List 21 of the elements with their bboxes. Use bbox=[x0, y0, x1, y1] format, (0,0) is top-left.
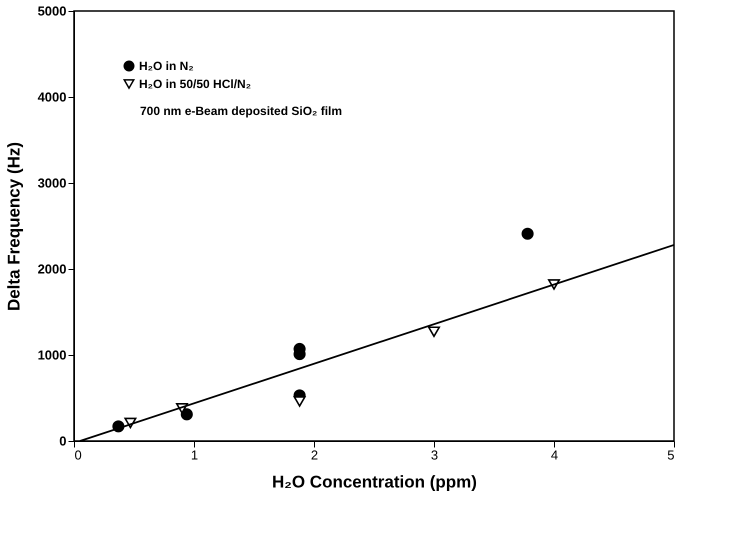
x-tick-label: 1 bbox=[190, 448, 198, 462]
y-tick-label: 0 bbox=[59, 434, 66, 448]
point bbox=[294, 396, 306, 407]
x-tick-label: 4 bbox=[550, 448, 558, 462]
point bbox=[180, 408, 193, 420]
point bbox=[522, 228, 534, 240]
y-tick-label: 5000 bbox=[38, 4, 66, 18]
x-tick-label: 5 bbox=[667, 448, 674, 462]
legend-label: H₂O in 50/50 HCl/N₂ bbox=[139, 77, 252, 91]
x-tick-label: 2 bbox=[310, 448, 318, 462]
y-tick-label: 1000 bbox=[38, 348, 66, 362]
point bbox=[428, 326, 440, 338]
x-axis-title: H₂O Concentration (ppm) bbox=[272, 472, 477, 492]
y-axis-title: Delta Frequency (Hz) bbox=[4, 142, 24, 312]
legend-label: H₂O in N₂ bbox=[139, 59, 194, 73]
y-tick-label: 4000 bbox=[38, 90, 66, 104]
x-tick-label: 0 bbox=[74, 448, 82, 462]
annotation: 700 nm e-Beam deposited SiO₂ film bbox=[140, 104, 342, 118]
y-tick-label: 3000 bbox=[38, 176, 66, 190]
x-tick-label: 3 bbox=[430, 448, 438, 462]
y-tick-label: 2000 bbox=[38, 262, 66, 276]
